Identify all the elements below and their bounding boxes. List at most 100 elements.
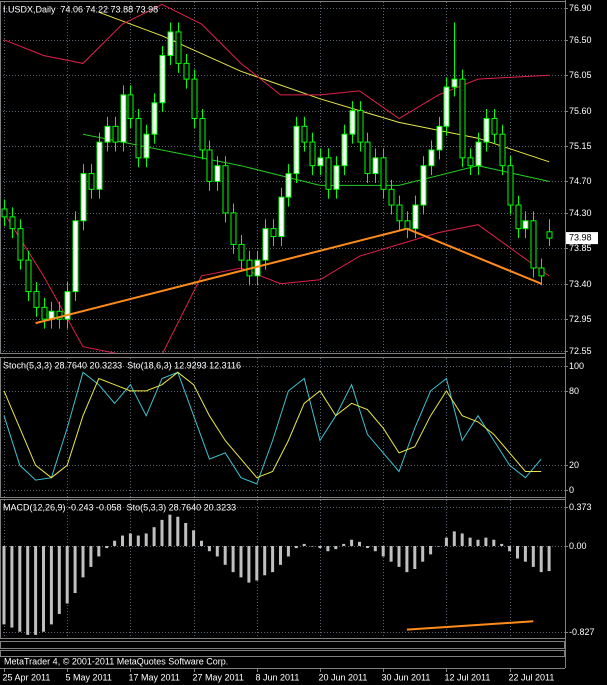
candle-body [293, 125, 300, 175]
candle-body [159, 55, 166, 104]
candle-body [56, 310, 63, 320]
macd-bar [231, 546, 235, 573]
macd-bar [184, 523, 188, 546]
x-tick-label: 17 May 2011 [129, 672, 180, 682]
candle-body [120, 94, 127, 143]
panel [0, 2, 565, 353]
overlay-line [98, 11, 550, 163]
macd-bar [239, 546, 243, 578]
y-tick-label: 74.30 [569, 208, 592, 218]
macd-bar [365, 546, 369, 549]
macd-bar [73, 546, 77, 594]
y-tick-label: 20 [569, 460, 579, 470]
candle-body [380, 157, 387, 190]
macd-bar [200, 540, 203, 546]
candle-body [325, 157, 332, 190]
stoch-line [3, 371, 542, 479]
candle-body [72, 220, 79, 293]
candle-body [467, 157, 474, 167]
candle-body [309, 141, 316, 167]
macd-bar [192, 530, 196, 546]
candle-body [507, 165, 514, 206]
panel-frame [0, 357, 566, 498]
candle-body [104, 125, 111, 143]
macd-bar [413, 546, 417, 569]
candle-body [412, 204, 419, 230]
candle-body [515, 204, 522, 230]
y-tick-label: 73.40 [569, 279, 592, 289]
candle-body [317, 157, 324, 167]
trend-line [406, 620, 534, 631]
macd-bar [10, 546, 14, 628]
macd-bar [247, 546, 251, 583]
candle-body [183, 62, 190, 80]
price-box [566, 232, 598, 245]
macd-bar [373, 546, 377, 552]
candle-body [151, 102, 158, 135]
panel [0, 500, 565, 638]
y-tick-label: 76.90 [569, 3, 592, 13]
y-tick-label: 0.00 [569, 541, 587, 551]
candle-body [285, 173, 292, 198]
candle-body [17, 228, 24, 261]
candle-body [135, 117, 142, 159]
macd-bar [113, 540, 117, 546]
candle-body [396, 204, 403, 222]
candle-body [262, 228, 269, 261]
macd-bar [429, 546, 433, 555]
y-tick-label: 75.60 [569, 106, 592, 116]
y-tick-label: 72.95 [569, 314, 592, 324]
candle-body [143, 133, 150, 159]
macd-bar [128, 533, 132, 546]
y-tick-label: 76.50 [569, 35, 592, 45]
empty-panel [0, 650, 565, 657]
macd-bar [405, 546, 409, 573]
macd-bar [2, 546, 6, 625]
macd-bar [294, 546, 298, 549]
panel-title: MACD(12,26,9) -0.243 -0.058 Sto(5,3,3) 2… [3, 502, 236, 512]
candle-body [41, 306, 48, 320]
overlay-line [3, 212, 550, 353]
candle-body [451, 78, 458, 88]
macd-bar [492, 539, 496, 546]
macd-bar [65, 546, 69, 604]
empty-panel [0, 641, 565, 649]
candle-body [420, 165, 427, 206]
y-tick-label: 73.85 [569, 243, 592, 253]
x-tick-label: 25 Apr 2011 [3, 672, 51, 682]
candle-body [278, 196, 285, 238]
macd-bar [152, 527, 156, 546]
candle-body [301, 125, 308, 143]
macd-bar [452, 531, 456, 546]
macd-bar [468, 537, 472, 546]
candle-body [127, 94, 134, 119]
macd-bar [484, 537, 488, 546]
candle-body [436, 125, 443, 151]
panel-title: I.USDX,Daily 74.06 74.22 73.88 73.98 [3, 4, 158, 14]
candle-body [499, 133, 506, 167]
x-tick-label: 8 Jun 2011 [256, 672, 300, 682]
trend-line [35, 227, 408, 325]
macd-bar [279, 546, 282, 565]
macd-bar [500, 543, 504, 546]
macd-bar [57, 546, 61, 614]
candle-body [349, 110, 356, 135]
macd-bar [89, 546, 93, 567]
candle-body [270, 228, 277, 238]
macd-bar [397, 546, 401, 567]
candle-body [546, 231, 553, 239]
candle-body [372, 157, 379, 175]
candle-body [88, 173, 95, 190]
candle-body [214, 165, 221, 182]
panel-title: Stoch(5,3,3) 28.7640 20.3233 Sto(18,6,3)… [3, 360, 241, 370]
macd-bar [81, 546, 85, 578]
y-tick-label: 76.05 [569, 70, 592, 80]
macd-bar [476, 539, 480, 546]
candle-body [80, 173, 87, 222]
y-tick-label: 80 [569, 386, 579, 396]
candle-body [522, 220, 529, 230]
candle-body [538, 267, 545, 277]
macd-bar [539, 546, 543, 573]
macd-bar [350, 539, 354, 546]
current-price: 73.98 [569, 232, 592, 242]
